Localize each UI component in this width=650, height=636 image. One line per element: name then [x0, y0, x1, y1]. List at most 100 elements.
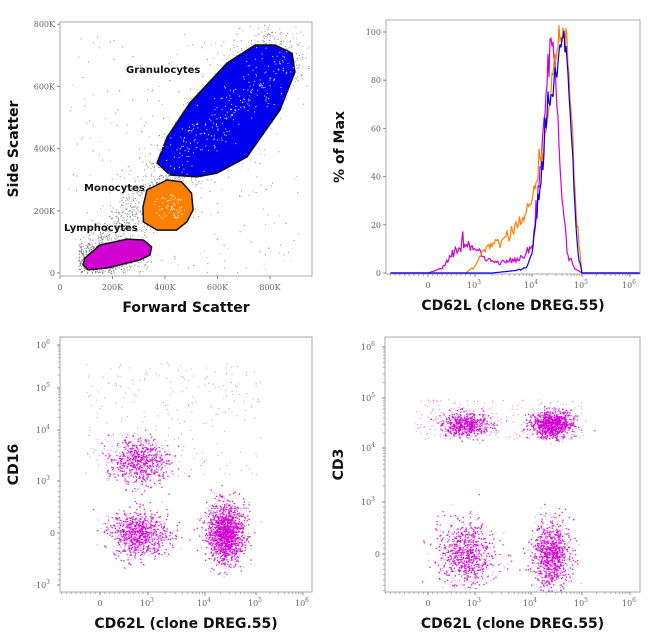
- gate-event-highlight: [170, 165, 172, 167]
- event-dot: [152, 459, 154, 461]
- event-dot: [119, 222, 121, 224]
- event-dot: [308, 68, 310, 70]
- event-dot: [172, 546, 174, 549]
- event-dot: [138, 539, 140, 542]
- event-dot: [154, 438, 156, 440]
- event-dot: [233, 39, 235, 41]
- event-dot: [150, 530, 152, 532]
- gate-event-highlight: [201, 133, 203, 135]
- event-dot: [263, 154, 265, 156]
- event-dot: [151, 534, 153, 536]
- event-dot: [121, 210, 123, 212]
- event-dot: [135, 531, 137, 533]
- event-dot: [115, 467, 117, 469]
- event-dot: [124, 473, 126, 476]
- event-dot: [139, 540, 142, 542]
- event-dot: [128, 547, 130, 550]
- event-dot: [245, 267, 247, 269]
- event-dot: [122, 193, 124, 195]
- event-dot: [118, 239, 120, 241]
- event-dot: [158, 528, 160, 530]
- event-dot: [89, 174, 91, 176]
- gate-event-highlight: [231, 115, 233, 117]
- event-dot: [127, 451, 129, 453]
- event-dot: [138, 529, 141, 531]
- event-dot: [130, 212, 132, 214]
- event-dot: [123, 447, 125, 449]
- event-dot: [89, 137, 91, 139]
- event-dot: [131, 533, 133, 535]
- event-dot: [85, 254, 87, 256]
- event-dot: [120, 530, 122, 532]
- event-dot: [145, 539, 148, 541]
- event-dot: [125, 526, 127, 528]
- event-dot: [148, 454, 151, 456]
- event-dot: [131, 474, 133, 476]
- event-dot: [153, 543, 156, 545]
- event-dot: [126, 553, 128, 556]
- event-dot: [264, 36, 266, 38]
- event-dot: [162, 536, 165, 539]
- event-dot: [112, 473, 115, 475]
- event-dot: [158, 552, 160, 555]
- event-dot: [260, 184, 262, 186]
- event-dot: [113, 477, 116, 479]
- event-dot: [168, 464, 170, 466]
- event-dot: [291, 46, 293, 48]
- event-dot: [142, 471, 144, 473]
- gate-event-highlight: [173, 213, 175, 215]
- event-dot: [271, 32, 273, 34]
- gate-event-highlight: [254, 58, 256, 60]
- event-dot: [151, 162, 153, 164]
- event-dot: [85, 251, 87, 253]
- event-dot: [249, 26, 251, 28]
- event-dot: [150, 523, 152, 525]
- event-dot: [158, 544, 160, 546]
- event-dot: [130, 544, 133, 547]
- event-dot: [140, 462, 143, 464]
- event-dot: [147, 473, 149, 475]
- event-dot: [150, 448, 152, 451]
- gate-event-highlight: [225, 135, 227, 137]
- event-dot: [81, 259, 83, 261]
- event-dot: [131, 444, 134, 446]
- event-dot: [153, 532, 155, 534]
- event-dot: [285, 48, 287, 50]
- event-dot: [262, 35, 264, 37]
- event-dot: [85, 252, 87, 254]
- event-dot: [137, 187, 139, 189]
- event-dot: [132, 531, 134, 533]
- event-dot: [151, 444, 154, 446]
- event-dot: [153, 472, 155, 474]
- gate-event-highlight: [239, 95, 241, 97]
- gate-event-highlight: [240, 106, 242, 108]
- event-dot: [309, 46, 311, 48]
- gate-event-highlight: [196, 105, 198, 107]
- event-dot: [157, 550, 159, 552]
- plot-frame: [59, 336, 313, 593]
- event-dot: [130, 236, 132, 238]
- gate-event-highlight: [160, 150, 162, 152]
- x-tick-label: 200K: [102, 283, 124, 292]
- event-dot: [123, 537, 125, 539]
- gate-event-highlight: [187, 161, 189, 163]
- gate-event-highlight: [266, 106, 268, 108]
- event-dot: [129, 216, 131, 218]
- event-dot: [111, 460, 113, 462]
- event-dot: [124, 462, 126, 465]
- event-dot: [124, 269, 126, 271]
- event-dot: [141, 527, 143, 529]
- event-dot: [207, 263, 209, 265]
- plot-frame: [385, 19, 641, 275]
- event-dot: [126, 527, 128, 529]
- event-dot: [298, 64, 300, 66]
- event-dot: [153, 552, 155, 554]
- event-dot: [143, 527, 145, 529]
- event-dot: [170, 538, 172, 541]
- event-dot: [130, 448, 133, 450]
- event-dot: [132, 235, 134, 237]
- gate-event-highlight: [283, 56, 285, 58]
- event-dot: [138, 450, 140, 452]
- event-dot: [105, 515, 108, 517]
- gate-event-highlight: [264, 72, 266, 74]
